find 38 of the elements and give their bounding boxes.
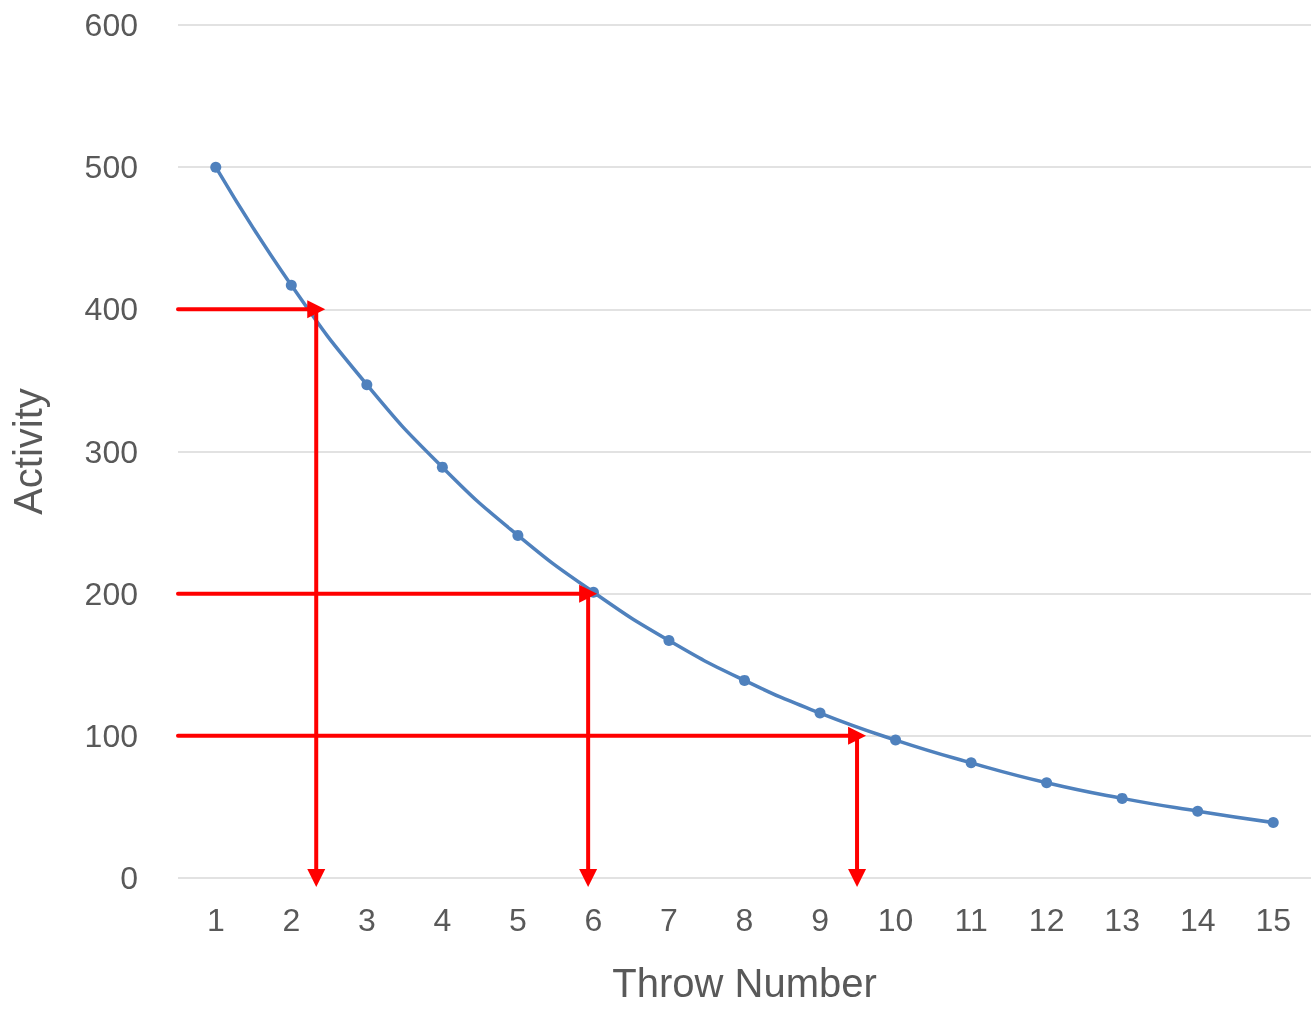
x-tick-label: 6 [584, 902, 603, 938]
y-axis-title: Activity [6, 388, 50, 515]
point [1116, 792, 1128, 804]
y-tick-label: 500 [84, 149, 138, 186]
x-axis-title: Throw Number [612, 961, 877, 1005]
x-tick-label: 15 [1255, 902, 1292, 938]
x-tick-label: 1 [206, 902, 225, 938]
y-tick-label: 400 [84, 291, 138, 328]
x-tick-label: 10 [877, 902, 914, 938]
x-tick-label: 9 [811, 902, 829, 938]
x-tick-label: 2 [282, 902, 301, 938]
y-tick-label: 0 [120, 860, 138, 896]
y-tick-label: 200 [84, 575, 138, 612]
point [1041, 777, 1053, 789]
x-tick-label: 4 [433, 902, 452, 938]
point [1267, 817, 1279, 829]
x-tick-label: 12 [1028, 902, 1065, 938]
point [739, 674, 750, 686]
point [663, 635, 675, 647]
point [814, 707, 826, 719]
x-tick-label: 14 [1179, 902, 1216, 938]
point [890, 734, 902, 746]
x-tick-label: 3 [357, 902, 376, 938]
x-tick-label: 13 [1104, 902, 1140, 938]
point [1192, 805, 1204, 817]
y-tick-label: 600 [84, 7, 138, 43]
point [512, 529, 524, 541]
y-tick-label: 300 [84, 433, 138, 470]
x-tick-label: 8 [735, 902, 754, 938]
x-tick-label: 7 [660, 902, 678, 938]
point [285, 279, 297, 291]
x-tick-label: 11 [954, 902, 988, 938]
point [361, 379, 373, 391]
point [436, 461, 448, 473]
y-tick-label: 100 [84, 717, 138, 754]
x-tick-label: 5 [509, 902, 527, 938]
point [965, 757, 977, 769]
point [210, 161, 222, 173]
